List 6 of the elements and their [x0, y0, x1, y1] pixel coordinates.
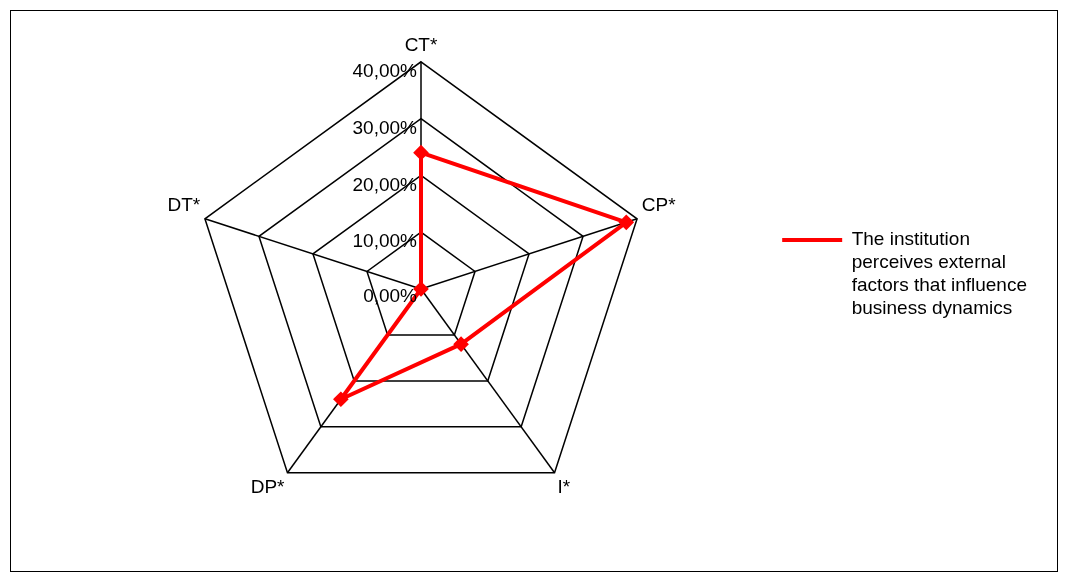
legend-label: The institution perceives external factors that influence business dynamics — [851, 228, 1027, 318]
spoke-label: CP* — [641, 194, 677, 216]
spoke-label: I* — [557, 476, 571, 498]
spoke-label: DP* — [250, 476, 286, 498]
spoke-label: DT* — [167, 194, 201, 216]
spoke-label: CT* — [404, 33, 438, 55]
